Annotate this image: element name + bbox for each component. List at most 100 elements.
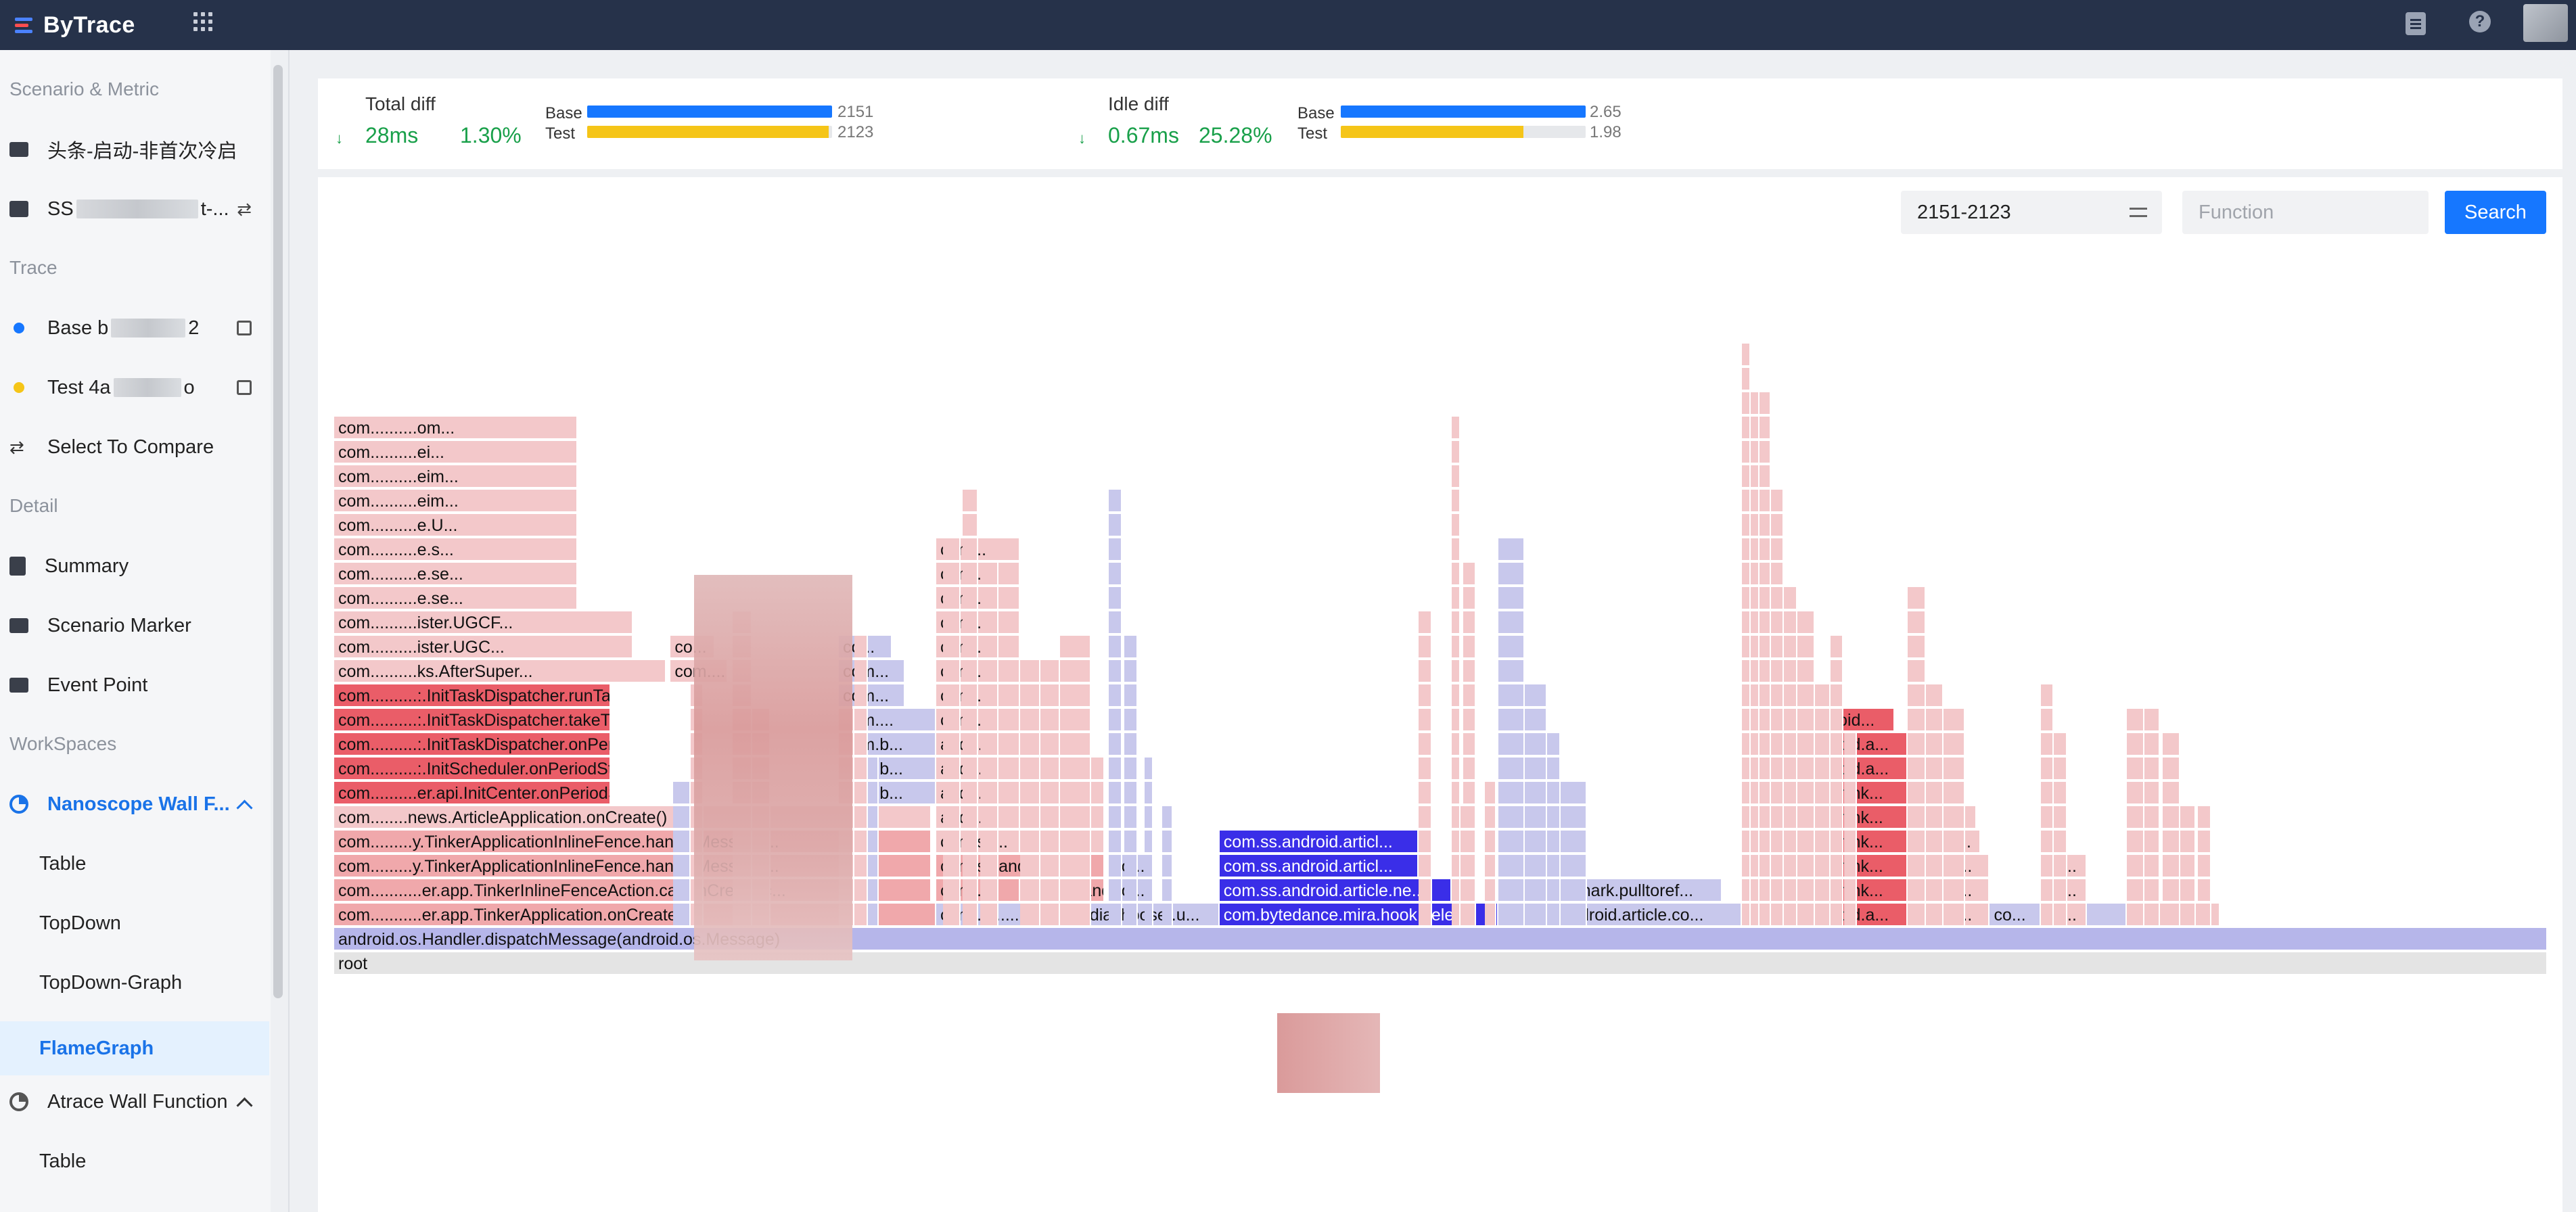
external-link-icon[interactable] — [237, 380, 252, 395]
flame-frame[interactable] — [980, 806, 998, 829]
sidebar-item-table[interactable]: Table — [39, 852, 87, 875]
flame-frame[interactable] — [672, 904, 691, 927]
sidebar-item-topdown[interactable]: TopDown — [39, 912, 121, 934]
flame-frame[interactable] — [1908, 733, 1926, 756]
flame-frame[interactable] — [1144, 855, 1153, 878]
flame-frame[interactable]: com..........:.InitTaskDispatcher.takeTa… — [334, 709, 611, 732]
flame-frame[interactable] — [1485, 904, 1496, 927]
flame-frame[interactable] — [1760, 904, 1771, 927]
flame-frame[interactable] — [1498, 879, 1525, 902]
flame-frame[interactable] — [1060, 733, 1091, 756]
flame-frame[interactable] — [1741, 563, 1751, 586]
flame-frame[interactable] — [1547, 855, 1561, 878]
flame-frame[interactable] — [1770, 904, 1785, 927]
flame-frame[interactable] — [1770, 709, 1785, 732]
flame-frame[interactable] — [1419, 831, 1432, 854]
flame-frame[interactable] — [2198, 855, 2211, 878]
flame-frame[interactable] — [1830, 879, 1844, 902]
flame-frame[interactable] — [2127, 709, 2145, 732]
flame-frame[interactable] — [1760, 465, 1771, 488]
flame-frame[interactable] — [1741, 441, 1751, 464]
flame-frame[interactable] — [1547, 831, 1561, 854]
flame-frame[interactable] — [2127, 782, 2145, 805]
flame-frame[interactable] — [1741, 392, 1751, 415]
flame-frame[interactable] — [1760, 855, 1771, 878]
flame-frame[interactable] — [1124, 636, 1138, 659]
flame-frame[interactable] — [1498, 538, 1525, 561]
flame-frame[interactable] — [963, 563, 979, 586]
flame-frame[interactable] — [1419, 611, 1432, 634]
flame-frame[interactable] — [1144, 879, 1153, 902]
flame-frame[interactable] — [2040, 879, 2054, 902]
flame-frame[interactable] — [1419, 758, 1432, 780]
sidebar-item-nanoscope-wall-function[interactable]: Nanoscope Wall F... — [0, 783, 269, 825]
flame-frame[interactable] — [2180, 904, 2196, 927]
flame-frame[interactable] — [1770, 879, 1785, 902]
flame-frame[interactable] — [1830, 831, 1844, 854]
flame-frame[interactable] — [2144, 855, 2161, 878]
flame-frame[interactable] — [980, 879, 998, 902]
flame-frame[interactable] — [1770, 733, 1785, 756]
flame-frame[interactable] — [1843, 855, 1858, 878]
flame-frame[interactable] — [1908, 904, 1926, 927]
flame-frame[interactable] — [980, 904, 998, 927]
flame-frame[interactable] — [1040, 660, 1061, 683]
flame-frame[interactable] — [1760, 538, 1771, 561]
flame-frame[interactable] — [1908, 709, 1926, 732]
flame-frame[interactable] — [1498, 636, 1525, 659]
flame-frame[interactable] — [854, 831, 868, 854]
flame-frame[interactable] — [1943, 904, 1966, 927]
flame-frame[interactable] — [1020, 806, 1040, 829]
flame-frame[interactable] — [1814, 684, 1831, 707]
flame-frame[interactable] — [1784, 904, 1797, 927]
sidebar-item-atrace-wall-function[interactable]: Atrace Wall Function — [0, 1081, 269, 1123]
flame-frame[interactable] — [1925, 831, 1944, 854]
flame-frame[interactable] — [1060, 831, 1091, 854]
flame-frame[interactable] — [1814, 709, 1831, 732]
flame-frame[interactable] — [2127, 855, 2145, 878]
flame-frame[interactable] — [2054, 806, 2067, 829]
function-search-input[interactable] — [2182, 191, 2429, 234]
flame-frame[interactable] — [1908, 879, 1926, 902]
flame-frame[interactable] — [1830, 806, 1844, 829]
flame-frame[interactable] — [1452, 855, 1461, 878]
flame-frame[interactable] — [1452, 441, 1461, 464]
flame-frame[interactable] — [1040, 904, 1061, 927]
flame-frame[interactable] — [1741, 831, 1751, 854]
flame-frame[interactable] — [1814, 806, 1831, 829]
flame-frame[interactable] — [1040, 733, 1061, 756]
flame-frame[interactable] — [1908, 831, 1926, 854]
flame-frame[interactable] — [1498, 733, 1525, 756]
sidebar-item-select-compare[interactable]: ⇄ Select To Compare — [9, 436, 214, 458]
flame-frame[interactable] — [963, 733, 979, 756]
flame-frame[interactable] — [1770, 684, 1785, 707]
flame-frame[interactable] — [1452, 904, 1461, 927]
swap-icon[interactable]: ⇄ — [237, 198, 252, 219]
flame-frame[interactable] — [854, 904, 868, 927]
flame-frame[interactable] — [1040, 855, 1061, 878]
flame-frame[interactable] — [1770, 782, 1785, 805]
flame-frame[interactable] — [1124, 782, 1138, 805]
flame-frame[interactable] — [1124, 684, 1138, 707]
flame-frame[interactable] — [1463, 758, 1477, 780]
flame-frame[interactable] — [980, 855, 998, 878]
flame-frame[interactable] — [1463, 636, 1477, 659]
flame-frame[interactable] — [854, 733, 868, 756]
flame-frame[interactable] — [963, 782, 979, 805]
flame-frame[interactable] — [942, 563, 961, 586]
flame-frame[interactable] — [1162, 879, 1174, 902]
flame-frame[interactable] — [672, 879, 691, 902]
flame-frame[interactable] — [1760, 611, 1771, 634]
flame-frame[interactable] — [1943, 782, 1966, 805]
sidebar-item-flamegraph[interactable]: FlameGraph — [0, 1021, 269, 1075]
flame-frame[interactable] — [1797, 782, 1815, 805]
flame-frame[interactable] — [854, 806, 868, 829]
flame-frame[interactable] — [1784, 587, 1797, 610]
flame-frame[interactable] — [1124, 879, 1138, 902]
flame-frame[interactable] — [1060, 709, 1091, 732]
flame-frame[interactable] — [980, 684, 998, 707]
flame-frame[interactable] — [942, 611, 961, 634]
flame-frame[interactable] — [1020, 831, 1040, 854]
flame-frame[interactable] — [1109, 806, 1122, 829]
flame-frame[interactable] — [1830, 733, 1844, 756]
